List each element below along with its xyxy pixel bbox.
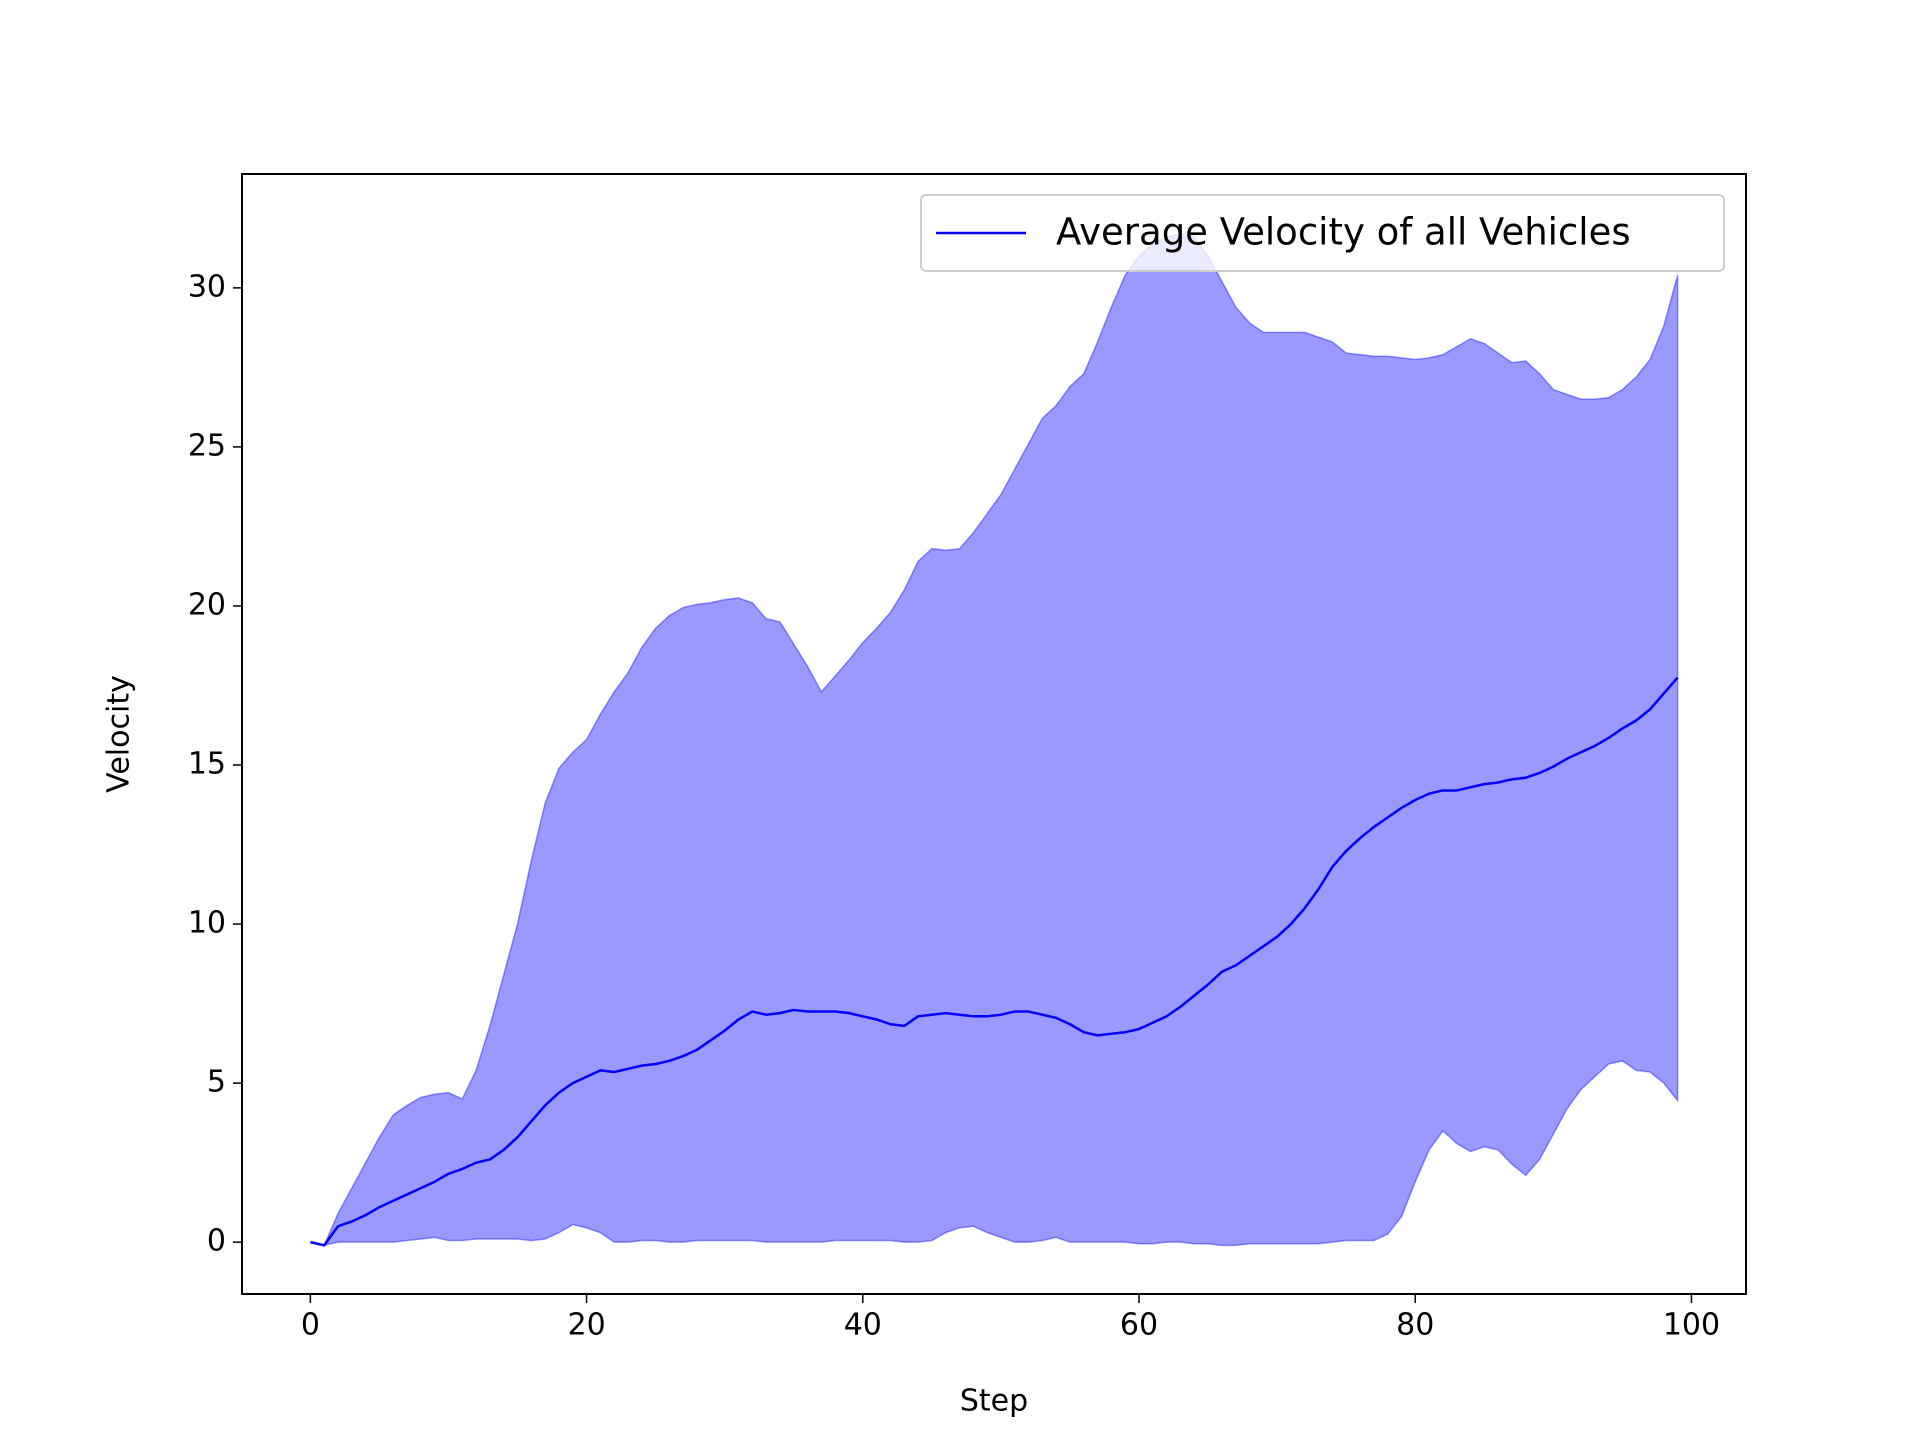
x-tick-label: 60 [1120, 1308, 1158, 1343]
x-tick-label: 40 [844, 1308, 882, 1343]
y-axis-label: Velocity [102, 675, 137, 793]
series-line [310, 676, 1679, 1247]
legend-box [920, 194, 1725, 272]
x-tick-label: 80 [1396, 1308, 1434, 1343]
y-tick-label: 0 [207, 1224, 226, 1259]
x-tick-label: 20 [567, 1308, 605, 1343]
legend: Average Velocity of all Vehicles [920, 194, 1725, 272]
y-tick-label: 30 [188, 269, 226, 304]
x-tick-label: 100 [1663, 1308, 1720, 1343]
x-axis-label: Step [960, 1384, 1028, 1419]
y-tick-label: 25 [188, 428, 226, 463]
legend-label: Average Velocity of all Vehicles [1056, 211, 1631, 254]
band-area [310, 233, 1679, 1247]
y-tick-label: 5 [207, 1065, 226, 1100]
y-tick-label: 20 [188, 587, 226, 622]
y-tick-label: 10 [188, 906, 226, 941]
y-tick-label: 15 [188, 747, 226, 782]
x-tick-label: 0 [301, 1308, 320, 1343]
plot-frame [241, 173, 1747, 1295]
